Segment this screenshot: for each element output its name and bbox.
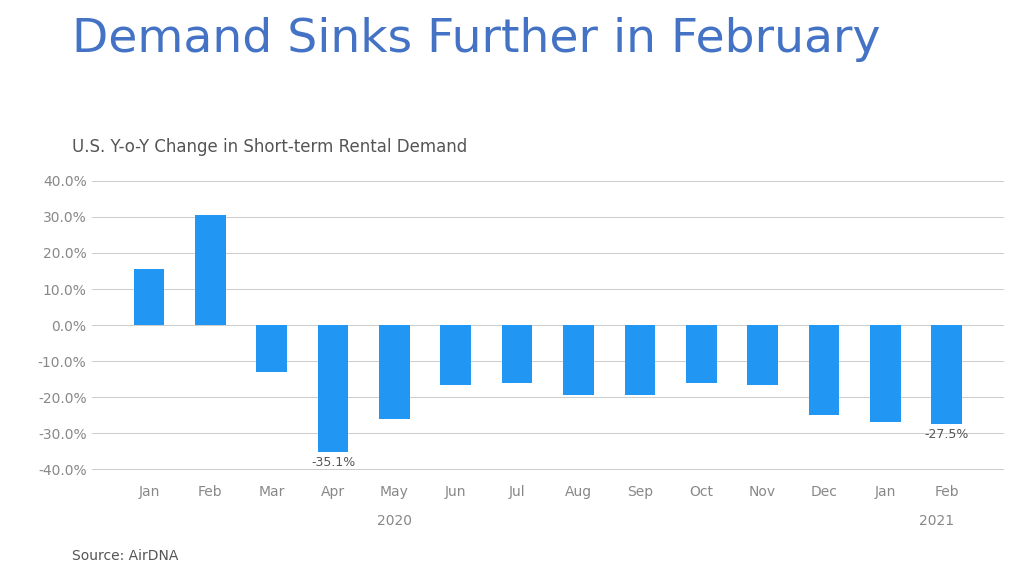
Bar: [870, 325, 901, 422]
Text: Demand Sinks Further in February: Demand Sinks Further in February: [72, 17, 881, 62]
Text: -35.1%: -35.1%: [311, 456, 355, 469]
Bar: [932, 325, 963, 424]
Text: 2021: 2021: [920, 514, 954, 528]
Bar: [625, 325, 655, 395]
Bar: [686, 325, 717, 383]
Text: Source: AirDNA: Source: AirDNA: [72, 549, 178, 563]
Bar: [748, 325, 778, 385]
Bar: [809, 325, 840, 415]
Bar: [317, 325, 348, 452]
Bar: [440, 325, 471, 385]
Text: 2020: 2020: [377, 514, 412, 528]
Bar: [502, 325, 532, 383]
Bar: [563, 325, 594, 395]
Bar: [195, 215, 225, 325]
Text: -27.5%: -27.5%: [925, 428, 969, 441]
Bar: [379, 325, 410, 419]
Bar: [133, 269, 164, 325]
Text: U.S. Y-o-Y Change in Short-term Rental Demand: U.S. Y-o-Y Change in Short-term Rental D…: [72, 138, 467, 156]
Bar: [256, 325, 287, 372]
